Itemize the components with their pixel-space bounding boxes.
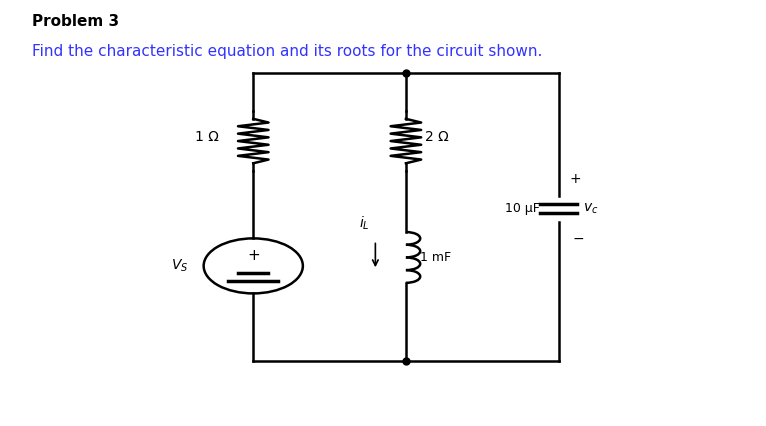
Text: +: + bbox=[247, 248, 260, 263]
Text: +: + bbox=[570, 172, 581, 186]
Text: 10 μF: 10 μF bbox=[505, 202, 539, 215]
Text: $v_c$: $v_c$ bbox=[583, 201, 598, 216]
Text: −: − bbox=[572, 231, 584, 245]
Text: 1 Ω: 1 Ω bbox=[195, 130, 219, 144]
Text: 1 mF: 1 mF bbox=[420, 251, 450, 264]
Text: Find the characteristic equation and its roots for the circuit shown.: Find the characteristic equation and its… bbox=[32, 44, 542, 59]
Text: 2 Ω: 2 Ω bbox=[425, 130, 449, 144]
Text: Problem 3: Problem 3 bbox=[32, 14, 119, 29]
Text: $V_S$: $V_S$ bbox=[171, 258, 188, 274]
Text: $i_L$: $i_L$ bbox=[358, 215, 369, 232]
